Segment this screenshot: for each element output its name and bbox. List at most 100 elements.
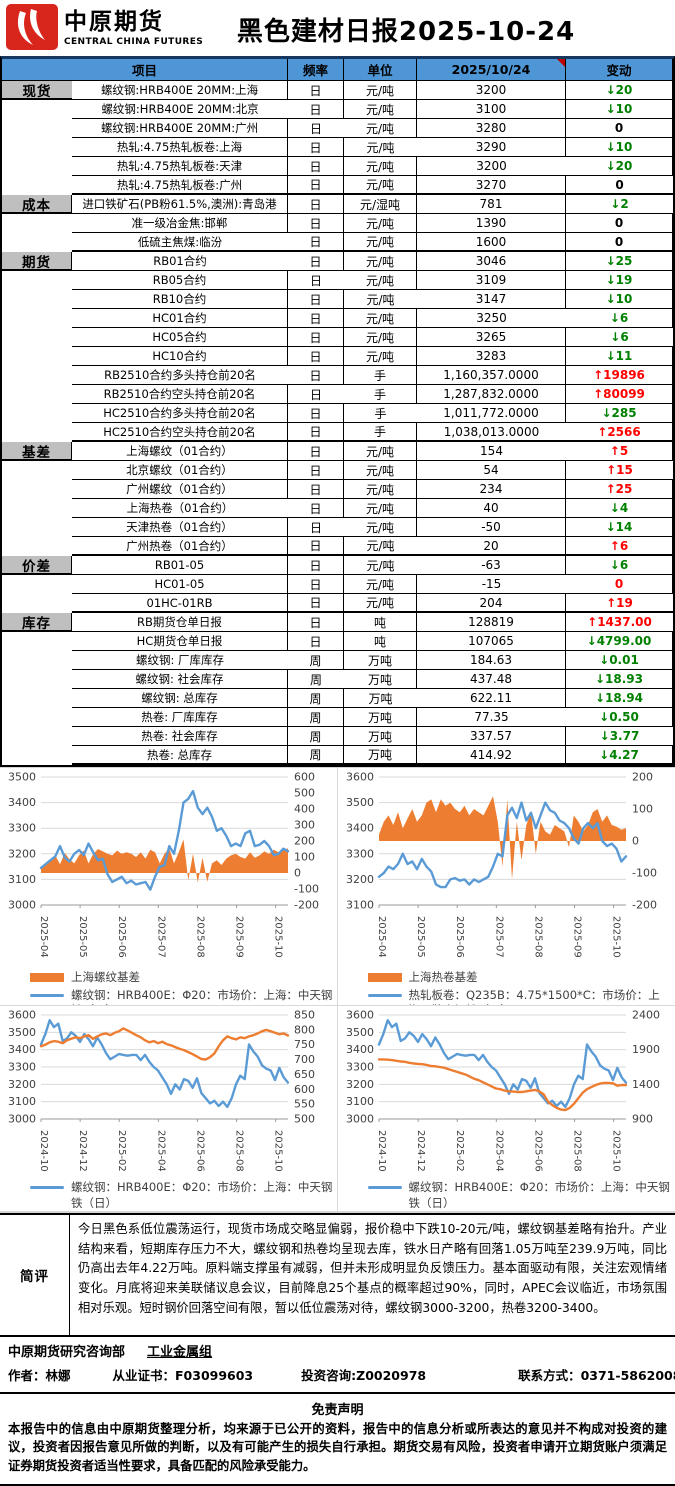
unit-cell: 元/吨 [344,461,417,480]
svg-text:2025-09: 2025-09 [571,916,582,958]
svg-text:2025-07: 2025-07 [155,916,166,958]
item-cell: RB2510合约多头持仓前20名 [72,366,288,385]
value-cell: 3250 [417,309,566,328]
item-cell: 螺纹钢: 厂库库存 [72,651,288,670]
unit-cell: 元/吨 [344,271,417,290]
change-cell: ↓285 [566,404,673,423]
change-cell: ↓6 [566,328,673,347]
svg-text:900: 900 [632,1113,653,1126]
unit-cell: 元/吨 [344,119,417,138]
freq-cell: 日 [288,594,344,613]
value-cell: 3109 [417,271,566,290]
unit-cell: 万吨 [344,651,417,670]
freq-cell: 日 [288,480,344,499]
freq-cell: 周 [288,708,344,727]
svg-text:550: 550 [294,1098,315,1111]
value-cell: -63 [417,556,566,575]
footer-advisory: 投资咨询:Z0020978 [301,1365,426,1384]
svg-text:2025-09: 2025-09 [234,916,245,958]
svg-text:100: 100 [632,803,653,816]
item-cell: 广州螺纹（01合约） [72,480,288,499]
freq-cell: 日 [288,233,344,252]
svg-text:3100: 3100 [8,1095,36,1108]
freq-cell: 日 [288,100,344,119]
change-cell: ↑19896 [566,366,673,385]
change-cell: 0 [566,233,673,252]
value-cell: 337.57 [417,727,566,746]
unit-cell: 万吨 [344,689,417,708]
svg-text:3200: 3200 [8,847,36,860]
unit-cell: 元/吨 [344,556,417,575]
legend-swatch-line [30,994,64,997]
value-cell: 54 [417,461,566,480]
legend-label: 螺纹钢：HRB400E：Φ20：市场价：上海：中天钢铁（日） [409,1180,674,1211]
svg-text:2025-10: 2025-10 [273,916,284,958]
change-cell: ↑25 [566,480,673,499]
freq-cell: 日 [288,499,344,518]
change-cell: ↓4.27 [566,746,673,765]
svg-text:3000: 3000 [8,899,36,912]
value-cell: 77.35 [417,708,566,727]
value-cell: 3280 [417,119,566,138]
unit-cell: 元/吨 [344,233,417,252]
item-cell: HC01-05 [72,575,288,594]
unit-cell: 元/吨 [344,499,417,518]
change-cell: 0 [566,214,673,233]
svg-text:2025-08: 2025-08 [194,916,205,958]
footer-cert: 从业证书：F03099603 [113,1365,254,1384]
svg-text:2025-04: 2025-04 [155,1130,166,1172]
chart-svg: 3600350034003300320031002001000-100-2002… [342,772,672,965]
freq-cell: 日 [288,328,344,347]
svg-text:2025-05: 2025-05 [77,916,88,958]
freq-cell: 日 [288,442,344,461]
unit-cell: 元/吨 [344,309,417,328]
change-cell: ↓10 [566,138,673,157]
svg-text:3300: 3300 [8,822,36,835]
change-cell: 0 [566,119,673,138]
freq-cell: 周 [288,670,344,689]
svg-text:3000: 3000 [8,1113,36,1126]
svg-text:3500: 3500 [8,772,36,784]
comment-label: 简评 [0,1215,70,1335]
chart-svg: 3500340033003200310030006005004003002001… [4,772,334,965]
svg-text:200: 200 [294,835,315,848]
svg-text:3400: 3400 [8,1043,36,1056]
svg-text:2025-04: 2025-04 [493,1130,504,1172]
change-cell: ↓4799.00 [566,632,673,651]
svg-text:-100: -100 [294,883,319,896]
unit-cell: 吨 [344,613,417,632]
svg-text:3000: 3000 [346,1113,374,1126]
freq-cell: 日 [288,556,344,575]
svg-text:2024-10: 2024-10 [38,1130,49,1172]
item-cell: RB期货仓单日报 [72,613,288,632]
category-cell: 现货 [2,81,72,100]
legend-swatch-line [30,1186,64,1189]
svg-text:600: 600 [294,772,315,784]
freq-cell: 日 [288,366,344,385]
item-cell: HC05合约 [72,328,288,347]
item-cell: HC01合约 [72,309,288,328]
item-cell: RB01-05 [72,556,288,575]
freq-cell: 日 [288,290,344,309]
unit-cell: 元/吨 [344,81,417,100]
item-cell: 螺纹钢:HRB400E 20MM:上海 [72,81,288,100]
svg-text:3600: 3600 [346,1010,374,1022]
item-cell: RB10合约 [72,290,288,309]
legend-label: 热轧板卷：Q235B：4.75*1500*C：市场价：上海：鞍山钢铁（日） [409,988,674,1006]
change-cell: ↓0.50 [566,708,673,727]
report-header: 中原期货 CENTRAL CHINA FUTURES 黑色建材日报2025-10… [0,0,675,56]
freq-cell: 日 [288,195,344,214]
change-cell: ↓0.01 [566,651,673,670]
value-cell: -15 [417,575,566,594]
change-cell: ↓11 [566,347,673,366]
svg-text:3100: 3100 [346,1095,374,1108]
change-cell: ↓20 [566,81,673,100]
svg-text:750: 750 [294,1038,315,1051]
svg-text:3300: 3300 [346,1061,374,1074]
col-header-unit: 单位 [344,59,417,81]
svg-text:2025-05: 2025-05 [415,916,426,958]
legend-item: 上海螺纹基差 [30,970,335,986]
value-cell: 204 [417,594,566,613]
